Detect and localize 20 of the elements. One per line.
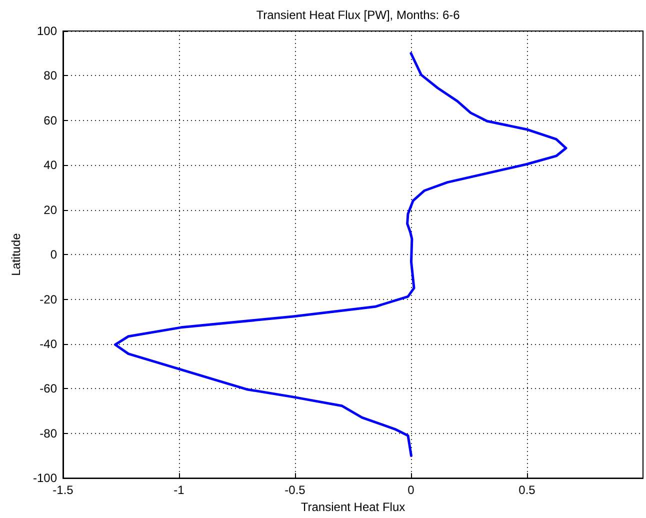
y-tick-label: -100 bbox=[32, 471, 58, 486]
y-tick-label: 20 bbox=[44, 202, 58, 217]
y-tick-label: -40 bbox=[40, 336, 58, 351]
x-tick-label: 0.5 bbox=[518, 483, 536, 498]
chart-title: Transient Heat Flux [PW], Months: 6-6 bbox=[256, 8, 460, 22]
y-tick-label: 60 bbox=[44, 113, 58, 128]
y-tick-label: -60 bbox=[40, 382, 58, 396]
y-tick-label: 40 bbox=[44, 158, 58, 172]
y-tick-label: 100 bbox=[36, 24, 58, 38]
y-tick-label: -20 bbox=[40, 292, 58, 306]
x-tick-label: -0.5 bbox=[284, 483, 306, 498]
x-tick-label: -1 bbox=[174, 483, 185, 498]
y-axis-title: Latitude bbox=[9, 232, 24, 276]
line-series bbox=[114, 52, 568, 457]
y-tick-label: 80 bbox=[44, 68, 58, 83]
x-axis-title: Transient Heat Flux bbox=[300, 500, 406, 514]
x-tick-label: -1.5 bbox=[52, 483, 74, 498]
x-tick-label: 0 bbox=[408, 483, 415, 498]
y-tick-label: 0 bbox=[50, 248, 58, 262]
y-tick-label: -80 bbox=[40, 426, 58, 440]
